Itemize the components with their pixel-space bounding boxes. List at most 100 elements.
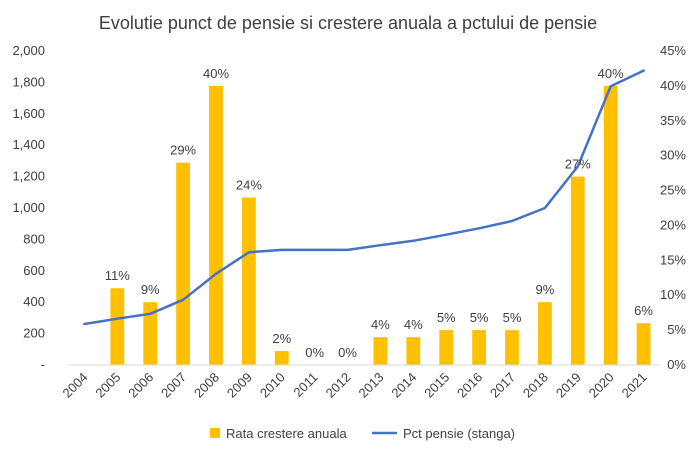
bars-layer: [110, 85, 651, 365]
y-left-tick-label: 1,000: [12, 200, 45, 215]
x-tick-label: 2017: [487, 370, 518, 401]
bar-2018: [537, 302, 552, 365]
bar-2016: [472, 330, 487, 365]
y-left-tick-label: 1,800: [12, 74, 45, 89]
line-point-2021: [642, 69, 645, 72]
bar-data-label: 9%: [535, 282, 554, 297]
bar-2017: [505, 330, 519, 365]
bar-data-label: 5%: [503, 310, 522, 325]
x-tick-label: 2011: [290, 370, 320, 400]
y-right-tick-label: 25%: [660, 183, 686, 198]
bar-2005: [110, 288, 125, 365]
y-left-tick-label: 1,200: [12, 169, 45, 184]
line-point-2011: [313, 249, 316, 251]
y-right-tick-label: 30%: [660, 148, 686, 163]
x-tick-label: 2008: [191, 370, 222, 401]
bar-data-label: 5%: [437, 310, 456, 325]
line-pct-pensie: [83, 69, 645, 326]
y-right-tick-label: 35%: [660, 113, 686, 128]
x-tick-label: 2018: [520, 370, 551, 401]
bar-data-label: 0%: [305, 345, 324, 360]
y-right-tick-label: 0%: [667, 357, 686, 372]
line-point-2007: [182, 299, 184, 301]
bar-2014: [406, 337, 421, 365]
line-point-2020: [609, 85, 612, 88]
y-left-tick-label: 800: [23, 231, 45, 246]
chart-title: Evolutie punct de pensie si crestere anu…: [99, 13, 597, 33]
y-left-tick-label: 400: [23, 294, 45, 309]
bar-data-label: 11%: [105, 268, 130, 283]
bar-2010: [274, 351, 289, 365]
line-point-2004: [83, 323, 86, 325]
y-right-tick-label: 45%: [660, 43, 686, 58]
line-point-2016: [478, 227, 480, 230]
bar-data-label: 40%: [598, 66, 624, 81]
x-tick-label: 2015: [421, 370, 452, 401]
y-left-tick-label: 2,000: [12, 43, 45, 58]
y-left-tick-label: 1,400: [12, 137, 45, 152]
legend: Rata crestere anuala Pct pensie (stanga): [210, 426, 515, 441]
bar-data-label: 27%: [565, 157, 591, 172]
data-labels-layer: 11% 9% 29% 40% 24% 2% 0% 0% 4% 4% 5% 5% 5% 9% 27% 40% 6%: [105, 66, 654, 360]
x-tick-label: 2014: [388, 370, 419, 401]
bar-data-label: 2%: [272, 331, 291, 346]
bar-2021: [636, 323, 651, 365]
bar-2008: [209, 85, 223, 365]
y-right-tick-label: 10%: [660, 287, 686, 302]
y-right-tick-label: 15%: [660, 252, 686, 267]
bar-2006: [143, 302, 158, 365]
line-point-2010: [280, 249, 283, 251]
line-point-2013: [379, 244, 382, 247]
line-point-2019: [576, 165, 579, 168]
x-tick-label: 2007: [158, 370, 189, 401]
x-tick-label: 2006: [125, 370, 156, 401]
y-right-tick-label: 5%: [667, 322, 686, 337]
line-point-2009: [248, 251, 250, 254]
legend-label-bar: Rata crestere anuala: [226, 426, 347, 441]
line-point-2017: [511, 220, 513, 222]
legend-label-line: Pct pensie (stanga): [403, 426, 515, 441]
bar-data-label: 5%: [470, 310, 489, 325]
line-point-2012: [346, 249, 349, 251]
bar-2013: [373, 337, 388, 365]
x-tick-label: 2016: [454, 370, 485, 401]
bar-data-label: 29%: [170, 143, 196, 158]
line-point-2014: [412, 240, 415, 242]
y-right-tick-label: 40%: [660, 78, 686, 93]
x-tick-label: 2013: [356, 370, 387, 401]
bar-data-label: 40%: [203, 66, 229, 81]
y-left-tick-label: 200: [23, 326, 45, 341]
legend-swatch-bar: [210, 428, 220, 438]
bar-data-label: 9%: [141, 282, 160, 297]
x-tick-label: 2004: [60, 370, 91, 401]
line-point-2018: [544, 207, 546, 209]
bar-2020: [603, 85, 618, 365]
x-tick-label: 2009: [224, 370, 255, 401]
line-point-2008: [215, 272, 217, 275]
x-tick-label: 2005: [92, 370, 123, 401]
line-point-2006: [149, 313, 152, 315]
x-tick-label: 2012: [323, 370, 354, 401]
y-left-tick-label: -: [41, 357, 45, 372]
line-point-2005: [116, 317, 119, 320]
y-right-tick-label: 20%: [660, 217, 686, 232]
bar-2015: [439, 330, 454, 365]
bar-data-label: 0%: [338, 345, 357, 360]
bar-2007: [176, 162, 191, 365]
bar-data-label: 24%: [236, 178, 262, 193]
bar-2009: [241, 197, 256, 365]
bar-data-label: 4%: [404, 317, 423, 332]
y-left-tick-label: 600: [23, 263, 45, 278]
x-tick-label: 2021: [619, 370, 650, 401]
line-point-2015: [445, 233, 448, 236]
bar-data-label: 4%: [371, 317, 390, 332]
x-tick-label: 2020: [586, 370, 617, 401]
line-layer: [83, 69, 645, 326]
bar-2019: [570, 176, 585, 365]
x-tick-label: 2010: [257, 370, 288, 401]
x-tick-label: 2019: [553, 370, 584, 401]
bar-data-label: 6%: [634, 303, 653, 318]
y-left-tick-label: 1,600: [12, 106, 45, 121]
